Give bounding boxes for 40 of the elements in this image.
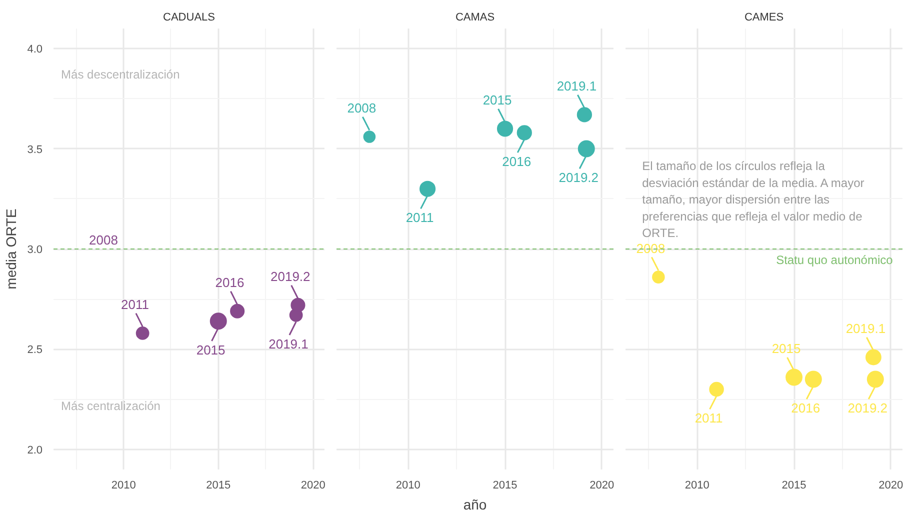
y-axis-title: media ORTE xyxy=(3,208,20,290)
x-tick-label: 2020 xyxy=(878,480,904,492)
annotation: 2011 xyxy=(121,296,149,312)
annotation: 2019.2 xyxy=(270,268,310,284)
annotation: 2019.1 xyxy=(556,78,597,94)
x-tick-label: 2015 xyxy=(492,480,518,492)
x-tick-label: 2010 xyxy=(111,480,136,492)
x-axis-title: año xyxy=(463,496,487,512)
annotation: 2016 xyxy=(502,154,532,169)
y-tick-label: 4.0 xyxy=(27,44,43,56)
y-tick-label: 3.0 xyxy=(27,244,43,256)
annotation: 2015 xyxy=(196,342,226,358)
annotation: El tamaño de los círculos refleja la desviación estándar de la media. A mayor tamaño, mayor dispersión entre las preferencias que refleja el valor medio de ORTE. xyxy=(642,158,864,240)
x-tick-label: 2020 xyxy=(590,480,614,492)
x-tick-label: 2015 xyxy=(782,480,806,492)
y-tick-label: 3.5 xyxy=(27,144,43,156)
ref-line-label: Statu quo autonómico xyxy=(776,253,894,267)
annotation: 2011 xyxy=(406,210,434,226)
chart-title: CADUALS xyxy=(163,12,215,24)
x-tick-label: 2010 xyxy=(396,480,420,492)
annotation: 2008 xyxy=(347,100,376,116)
chart-title: CAMES xyxy=(744,12,784,24)
annotation: 2019.1 xyxy=(268,336,308,352)
annotation: 2019.2 xyxy=(848,400,888,416)
chart-title: CAMAS xyxy=(455,12,495,24)
y-tick-label: 2.0 xyxy=(27,444,43,456)
annotation: 2016 xyxy=(215,274,244,290)
annotation: 2015 xyxy=(482,92,512,108)
x-tick-label: 2020 xyxy=(300,480,326,492)
annotation: 2019.2 xyxy=(558,170,599,186)
annotation: 2011 xyxy=(694,410,723,426)
annotation: 2015 xyxy=(772,341,801,356)
annotation: 2008 xyxy=(89,232,118,248)
y-tick-label: 2.5 xyxy=(27,344,43,356)
annotation: Más centralización xyxy=(61,398,160,413)
x-tick-label: 2010 xyxy=(684,480,710,492)
annotation: Más descentralización xyxy=(61,67,180,82)
x-tick-label: 2015 xyxy=(206,480,231,492)
annotation: 2019.1 xyxy=(846,320,886,336)
annotation: 2016 xyxy=(791,400,820,416)
